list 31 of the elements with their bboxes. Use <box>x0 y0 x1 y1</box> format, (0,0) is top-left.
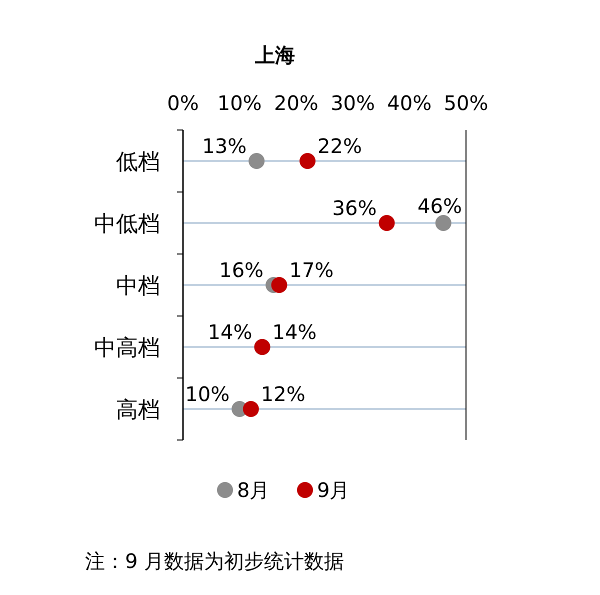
data-label: 12% <box>260 382 306 406</box>
data-label: 13% <box>202 134 247 158</box>
legend-label: 8月 <box>237 478 270 502</box>
data-label: 10% <box>185 382 230 406</box>
x-tick-label: 50% <box>444 91 488 115</box>
point <box>242 401 259 417</box>
x-tick-label: 10% <box>217 91 262 115</box>
data-label: 14% <box>272 320 317 344</box>
chart-title: 上海 <box>254 43 295 67</box>
point <box>435 215 452 231</box>
point <box>300 153 316 169</box>
y-tick-label: 中低档 <box>94 212 160 237</box>
point <box>378 215 395 231</box>
data-label: 22% <box>318 134 362 158</box>
data-label: 16% <box>219 258 264 282</box>
x-tick-label: 40% <box>387 91 432 115</box>
x-tick-label: 0% <box>167 91 199 115</box>
data-label: 46% <box>418 194 462 218</box>
y-tick-label: 中高档 <box>94 336 160 361</box>
point <box>271 277 288 293</box>
y-tick-label: 中档 <box>116 274 160 299</box>
legend-label: 9月 <box>317 478 350 502</box>
x-tick-label: 30% <box>330 91 376 115</box>
point <box>248 153 265 169</box>
data-label: 14% <box>208 320 252 344</box>
y-tick-label: 高档 <box>116 398 160 423</box>
x-tick-label: 20% <box>274 91 318 115</box>
data-label: 17% <box>289 258 334 282</box>
text: 注：9 月数据为初步统计数据 <box>85 549 344 573</box>
y-tick-label: 低档 <box>116 150 160 175</box>
data-label: 36% <box>332 196 377 220</box>
